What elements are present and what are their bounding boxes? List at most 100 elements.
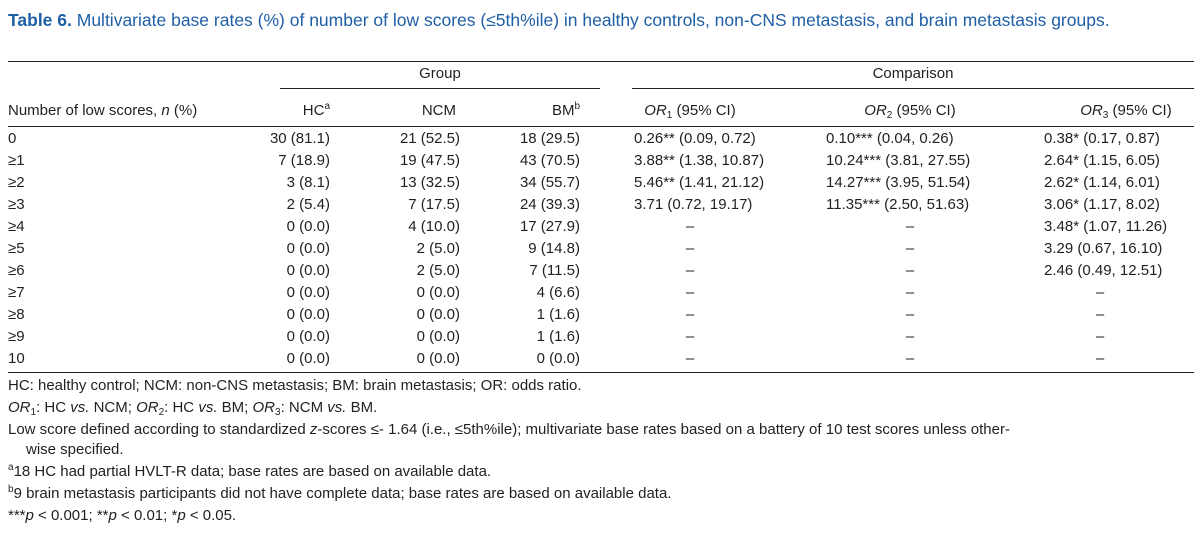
cell-n: ≥7 — [8, 284, 25, 301]
cell-hc: 2 (5.4) — [286, 196, 330, 213]
cell-hc: 0 (0.0) — [286, 328, 330, 345]
cell-ncm: 13 (32.5) — [399, 174, 460, 191]
cell-or2: – — [905, 262, 915, 279]
cell-ncm: 7 (17.5) — [408, 196, 460, 213]
pval-3-stars: * — [171, 507, 178, 524]
cell-n: ≥2 — [8, 174, 25, 191]
or3-header-or: OR — [1080, 102, 1103, 119]
table-title: Multivariate base rates (%) of number of… — [76, 10, 1110, 30]
cell-n: ≥1 — [8, 152, 25, 169]
pval-2-stars: ** — [96, 507, 109, 524]
or-def-3-text: : NCM — [280, 399, 328, 416]
low-score-pre: Low score defined according to standardi… — [8, 421, 310, 438]
pval-1-stars: *** — [8, 507, 26, 524]
or-def-3-vs: vs. — [327, 399, 347, 416]
or-def-2-text: : HC — [164, 399, 199, 416]
footnote-b: b9 brain metastasis participants did not… — [8, 484, 1194, 504]
cell-ncm: 2 (5.0) — [416, 262, 460, 279]
cell-or2: – — [905, 350, 915, 367]
cell-bm: 34 (55.7) — [519, 174, 580, 191]
cell-hc: 0 (0.0) — [286, 306, 330, 323]
cell-bm: 9 (14.8) — [528, 240, 580, 257]
cell-bm: 4 (6.6) — [536, 284, 580, 301]
cell-hc: 0 (0.0) — [286, 262, 330, 279]
cell-or1: 3.88** (1.38, 10.87) — [634, 152, 765, 169]
cell-hc: 0 (0.0) — [286, 240, 330, 257]
low-score-cont: wise specified. — [26, 441, 124, 458]
cell-or2: – — [905, 240, 915, 257]
cell-ncm: 21 (52.5) — [399, 130, 460, 147]
cell-or2: 14.27*** (3.95, 51.54) — [826, 174, 971, 191]
group-rule — [280, 88, 600, 89]
pval-2-p: p — [108, 507, 117, 524]
or-def-3-rest: BM. — [346, 399, 378, 416]
cell-or1: – — [685, 218, 695, 235]
pval-2-rest: < 0.01; — [116, 507, 172, 524]
cell-or3: – — [1095, 328, 1105, 345]
or-def-1-rest: NCM; — [89, 399, 137, 416]
or2-header-or: OR — [864, 102, 887, 119]
cell-or3: 2.46 (0.49, 12.51) — [1044, 262, 1163, 279]
or-def-2-sub: 2 — [158, 407, 165, 418]
pval-1-rest: < 0.001; — [33, 507, 97, 524]
cell-or1: – — [685, 240, 695, 257]
bm-header: BMb — [500, 101, 580, 121]
footnote-a: a18 HC had partial HVLT-R data; base rat… — [8, 462, 1194, 482]
or-def-2-vs: vs. — [198, 399, 218, 416]
cell-bm: 17 (27.9) — [519, 218, 580, 235]
footnote-abbrev-text: HC: healthy control; NCM: non-CNS metast… — [8, 377, 582, 394]
cell-or2: 10.24*** (3.81, 27.55) — [826, 152, 971, 169]
footnote-a-text: 18 HC had partial HVLT-R data; base rate… — [13, 463, 492, 480]
ncm-header-label: NCM — [421, 102, 456, 119]
cell-or2: 0.10*** (0.04, 0.26) — [826, 130, 954, 147]
cell-bm: 43 (70.5) — [519, 152, 580, 169]
cell-or3: – — [1095, 350, 1105, 367]
cell-or3: – — [1095, 284, 1105, 301]
footnote-b-marker: b — [8, 484, 14, 495]
cell-ncm: 0 (0.0) — [416, 306, 460, 323]
cell-n: ≥9 — [8, 328, 25, 345]
low-score-z: z — [309, 421, 318, 438]
or-def-3-sub: 3 — [275, 407, 281, 418]
footnote-b-text: 9 brain metastasis participants did not … — [13, 485, 672, 502]
cell-n: ≥3 — [8, 196, 25, 213]
cell-or1: – — [685, 284, 695, 301]
cell-n: 0 — [8, 130, 17, 147]
hc-header-label: HC — [302, 102, 325, 119]
cell-n: ≥4 — [8, 218, 25, 235]
comparison-header-label: Comparison — [872, 65, 954, 82]
table-label: Table 6. — [8, 10, 72, 30]
cell-hc: 0 (0.0) — [286, 350, 330, 367]
cell-or2: – — [905, 218, 915, 235]
cell-or3: 2.62* (1.14, 6.01) — [1044, 174, 1160, 191]
cell-hc: 0 (0.0) — [286, 284, 330, 301]
cell-ncm: 0 (0.0) — [416, 284, 460, 301]
cell-hc: 7 (18.9) — [278, 152, 330, 169]
cell-bm: 1 (1.6) — [536, 328, 580, 345]
or1-header-or: OR — [644, 102, 667, 119]
or-def-2-or: OR — [136, 399, 159, 416]
group-header: Group — [280, 64, 600, 84]
cell-or1: – — [685, 350, 695, 367]
comparison-rule — [632, 88, 1194, 89]
row-label-text: Number of low scores, — [8, 102, 162, 119]
cell-n: ≥5 — [8, 240, 25, 257]
or-def-2-rest: BM; — [217, 399, 253, 416]
or3-header: OR3 (95% CI) — [1056, 101, 1196, 121]
cell-or1: – — [685, 328, 695, 345]
row-label-n: n — [161, 102, 170, 119]
pval-1-p: p — [25, 507, 34, 524]
top-rule — [8, 61, 1194, 62]
bm-header-sup: b — [574, 101, 580, 112]
cell-bm: 18 (29.5) — [519, 130, 580, 147]
or1-header-ci: (95% CI) — [672, 102, 736, 119]
cell-n: 10 — [8, 350, 25, 367]
cell-bm: 7 (11.5) — [529, 262, 580, 279]
cell-ncm: 19 (47.5) — [399, 152, 460, 169]
cell-or3: 3.29 (0.67, 16.10) — [1044, 240, 1163, 257]
cell-ncm: 4 (10.0) — [408, 218, 460, 235]
or-def-1-text: : HC — [36, 399, 71, 416]
cell-ncm: 0 (0.0) — [416, 350, 460, 367]
header-rule — [8, 126, 1194, 127]
or-def-1-vs: vs. — [70, 399, 90, 416]
